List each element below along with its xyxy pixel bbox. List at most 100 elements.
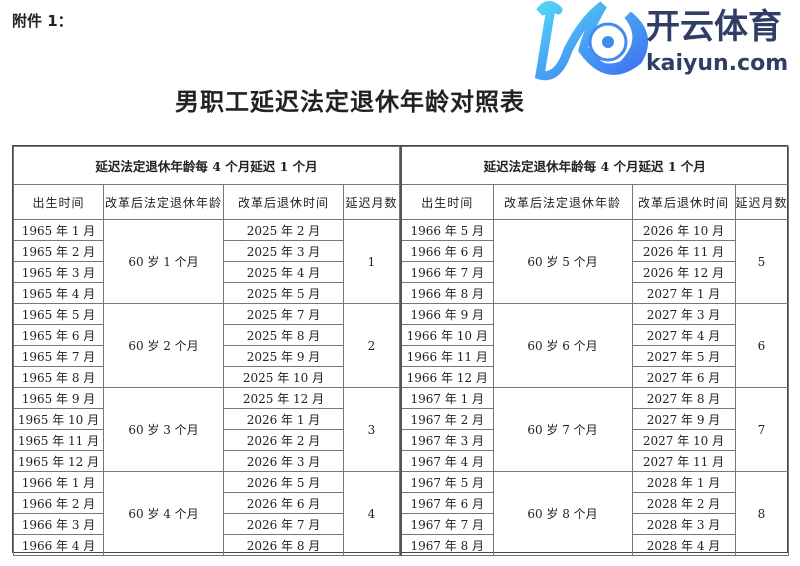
retirement-date-cell: 2025 年 8 月 bbox=[223, 324, 344, 346]
table-row: 1966 年 6 月 2026 年 11 月 bbox=[400, 240, 788, 262]
column-header-birth: 出生时间 bbox=[13, 184, 104, 220]
retirement-date-cell: 2028 年 2 月 bbox=[631, 492, 736, 514]
table-row: 1967 年 2 月 2027 年 9 月 bbox=[400, 408, 788, 430]
table-row: 1965 年 4 月 2025 年 5 月 bbox=[13, 282, 400, 304]
section-header-row: 延迟法定退休年龄每 4 个月延迟 1 个月 bbox=[400, 146, 789, 185]
retirement-date-cell: 2028 年 3 月 bbox=[631, 513, 736, 535]
column-header-birth: 出生时间 bbox=[400, 184, 494, 220]
column-header-row: 出生时间 改革后法定退休年龄 改革后退休时间 延迟月数 bbox=[13, 184, 400, 220]
birth-date-cell: 1966 年 6 月 bbox=[400, 240, 494, 262]
delay-months-cell: 3 bbox=[343, 387, 400, 472]
birth-date-cell: 1965 年 7 月 bbox=[13, 345, 104, 367]
table-row: 1965 年 2 月 2025 年 3 月 bbox=[13, 240, 400, 262]
table-row: 1967 年 4 月 2027 年 11 月 bbox=[400, 450, 788, 472]
birth-date-cell: 1965 年 11 月 bbox=[13, 429, 104, 451]
retirement-date-cell: 2026 年 1 月 bbox=[223, 408, 344, 430]
column-header-retire: 改革后退休时间 bbox=[223, 184, 344, 220]
retirement-date-cell: 2025 年 3 月 bbox=[223, 240, 344, 262]
retirement-date-cell: 2026 年 10 月 bbox=[631, 219, 736, 241]
table-right-half: 延迟法定退休年龄每 4 个月延迟 1 个月 出生时间 改革后法定退休年龄 改革后退休时… bbox=[400, 146, 789, 556]
delay-months-cell: 7 bbox=[734, 387, 789, 472]
table-row: 1965 年 12 月 2026 年 3 月 bbox=[13, 450, 400, 472]
retirement-date-cell: 2025 年 9 月 bbox=[223, 345, 344, 367]
birth-date-cell: 1965 年 2 月 bbox=[13, 240, 104, 262]
retirement-date-cell: 2025 年 2 月 bbox=[223, 219, 344, 241]
retirement-date-cell: 2028 年 1 月 bbox=[631, 471, 736, 493]
retirement-age-table: 延迟法定退休年龄每 4 个月延迟 1 个月 出生时间 改革后法定退休年龄 改革后退休时… bbox=[12, 145, 789, 556]
retirement-date-cell: 2026 年 11 月 bbox=[631, 240, 736, 262]
birth-date-cell: 1966 年 2 月 bbox=[13, 492, 104, 514]
retirement-date-cell: 2027 年 10 月 bbox=[631, 429, 736, 451]
birth-date-cell: 1967 年 5 月 bbox=[400, 471, 494, 493]
watermark-url: kaiyun.com bbox=[646, 51, 788, 76]
retirement-date-cell: 2025 年 12 月 bbox=[223, 387, 344, 409]
table-row: 1965 年 6 月 2025 年 8 月 bbox=[13, 324, 400, 346]
birth-date-cell: 1965 年 6 月 bbox=[13, 324, 104, 346]
retirement-date-cell: 2026 年 3 月 bbox=[223, 450, 344, 472]
retirement-date-cell: 2027 年 8 月 bbox=[631, 387, 736, 409]
retirement-age-cell: 60 岁 1 个月 bbox=[103, 219, 224, 304]
column-header-delay: 延迟月数 bbox=[734, 184, 789, 220]
table-row: 1965 年 11 月 2026 年 2 月 bbox=[13, 429, 400, 451]
retirement-date-cell: 2027 年 11 月 bbox=[631, 450, 736, 472]
delay-months-cell: 6 bbox=[734, 303, 789, 388]
birth-date-cell: 1966 年 1 月 bbox=[13, 471, 104, 493]
retirement-date-cell: 2026 年 8 月 bbox=[223, 534, 344, 556]
retirement-date-cell: 2027 年 5 月 bbox=[631, 345, 736, 367]
retirement-age-cell: 60 岁 6 个月 bbox=[492, 303, 633, 388]
birth-date-cell: 1966 年 11 月 bbox=[400, 345, 494, 367]
table-row: 1967 年 8 月 2028 年 4 月 bbox=[400, 534, 788, 556]
column-header-age: 改革后法定退休年龄 bbox=[492, 184, 633, 220]
birth-date-cell: 1965 年 5 月 bbox=[13, 303, 104, 325]
birth-date-cell: 1966 年 12 月 bbox=[400, 366, 494, 388]
birth-date-cell: 1967 年 8 月 bbox=[400, 534, 494, 556]
table-row: 1966 年 8 月 2027 年 1 月 bbox=[400, 282, 788, 304]
table-row: 1966 年 3 月 2026 年 7 月 bbox=[13, 513, 400, 535]
column-header-age: 改革后法定退休年龄 bbox=[103, 184, 224, 220]
birth-date-cell: 1965 年 12 月 bbox=[13, 450, 104, 472]
delay-months-cell: 2 bbox=[343, 303, 400, 388]
retirement-date-cell: 2027 年 3 月 bbox=[631, 303, 736, 325]
retirement-date-cell: 2028 年 4 月 bbox=[631, 534, 736, 556]
birth-date-cell: 1965 年 4 月 bbox=[13, 282, 104, 304]
retirement-date-cell: 2025 年 4 月 bbox=[223, 261, 344, 283]
birth-date-cell: 1966 年 8 月 bbox=[400, 282, 494, 304]
table-row: 1967 年 7 月 2028 年 3 月 bbox=[400, 513, 788, 535]
birth-date-cell: 1965 年 10 月 bbox=[13, 408, 104, 430]
kaiyun-watermark-logo: 开云体育 kaiyun.com bbox=[534, 1, 788, 81]
birth-date-cell: 1966 年 7 月 bbox=[400, 261, 494, 283]
section-header-row: 延迟法定退休年龄每 4 个月延迟 1 个月 bbox=[13, 146, 400, 185]
retirement-date-cell: 2026 年 2 月 bbox=[223, 429, 344, 451]
column-header-row: 出生时间 改革后法定退休年龄 改革后退休时间 延迟月数 bbox=[400, 184, 789, 220]
birth-date-cell: 1965 年 1 月 bbox=[13, 219, 104, 241]
attachment-label: 附件 1： bbox=[12, 12, 73, 30]
birth-date-cell: 1965 年 3 月 bbox=[13, 261, 104, 283]
table-row: 1966 年 12 月 2027 年 6 月 bbox=[400, 366, 788, 388]
delay-months-cell: 1 bbox=[343, 219, 400, 304]
birth-date-cell: 1967 年 2 月 bbox=[400, 408, 494, 430]
table-row: 1966 年 7 月 2026 年 12 月 bbox=[400, 261, 788, 283]
section-header: 延迟法定退休年龄每 4 个月延迟 1 个月 bbox=[13, 146, 400, 185]
retirement-age-cell: 60 岁 8 个月 bbox=[492, 471, 633, 556]
retirement-date-cell: 2026 年 12 月 bbox=[631, 261, 736, 283]
table-row: 1965 年 3 月 2025 年 4 月 bbox=[13, 261, 400, 283]
birth-date-cell: 1965 年 9 月 bbox=[13, 387, 104, 409]
retirement-age-cell: 60 岁 2 个月 bbox=[103, 303, 224, 388]
page-title: 男职工延迟法定退休年龄对照表 bbox=[175, 87, 525, 116]
retirement-date-cell: 2027 年 9 月 bbox=[631, 408, 736, 430]
retirement-date-cell: 2026 年 7 月 bbox=[223, 513, 344, 535]
birth-date-cell: 1966 年 10 月 bbox=[400, 324, 494, 346]
delay-months-cell: 5 bbox=[734, 219, 789, 304]
retirement-date-cell: 2027 年 6 月 bbox=[631, 366, 736, 388]
birth-date-cell: 1967 年 3 月 bbox=[400, 429, 494, 451]
column-header-delay: 延迟月数 bbox=[343, 184, 400, 220]
birth-date-cell: 1967 年 6 月 bbox=[400, 492, 494, 514]
retirement-date-cell: 2027 年 4 月 bbox=[631, 324, 736, 346]
table-row: 1966 年 4 月 2026 年 8 月 bbox=[13, 534, 400, 556]
retirement-date-cell: 2026 年 6 月 bbox=[223, 492, 344, 514]
birth-date-cell: 1966 年 3 月 bbox=[13, 513, 104, 535]
